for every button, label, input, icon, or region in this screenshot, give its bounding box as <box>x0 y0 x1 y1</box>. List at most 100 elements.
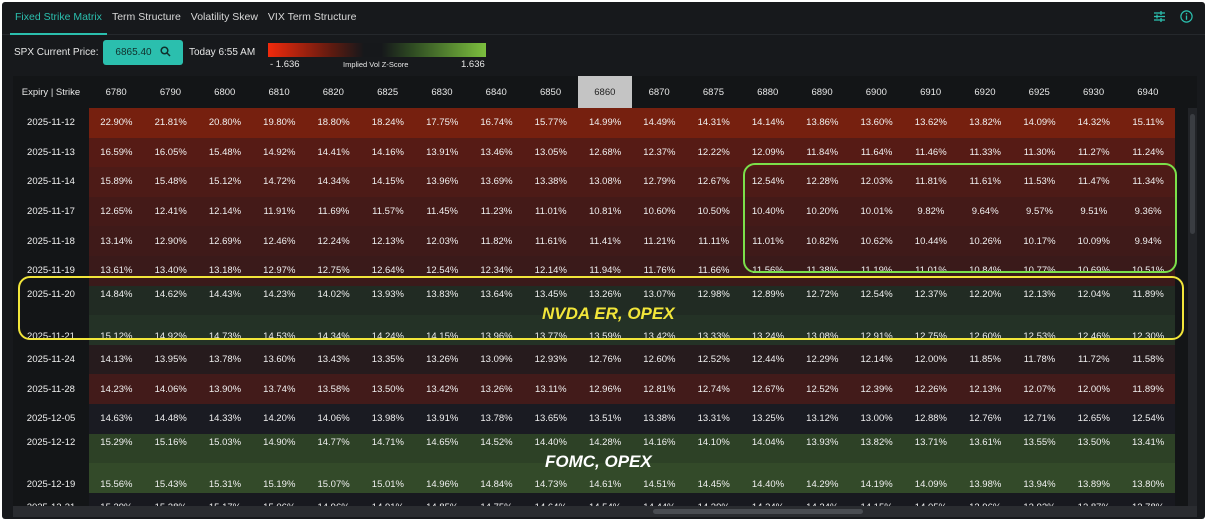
iv-cell[interactable]: 20.80% <box>197 108 253 138</box>
iv-cell[interactable]: 12.72% <box>794 285 850 316</box>
strike-header[interactable]: 6860 <box>577 76 632 108</box>
iv-cell[interactable]: 11.94% <box>577 256 633 286</box>
iv-cell[interactable]: 14.73% <box>523 463 579 493</box>
iv-cell[interactable]: 11.69% <box>306 196 361 227</box>
iv-cell[interactable]: 13.40% <box>143 256 199 286</box>
iv-cell[interactable]: 11.64% <box>849 137 904 168</box>
iv-cell[interactable]: 12.75% <box>903 315 959 345</box>
iv-cell[interactable]: 12.54% <box>849 285 904 316</box>
iv-cell[interactable]: 15.48% <box>197 137 253 168</box>
iv-cell[interactable]: 13.83% <box>414 285 470 316</box>
iv-cell[interactable]: 14.43% <box>197 285 253 316</box>
iv-cell[interactable]: 13.09% <box>469 344 524 375</box>
iv-cell[interactable]: 14.15% <box>414 315 470 345</box>
iv-cell[interactable]: 10.40% <box>740 196 796 227</box>
info-circle-icon[interactable] <box>1180 10 1193 26</box>
iv-cell[interactable]: 15.31% <box>197 463 253 493</box>
iv-cell[interactable]: 13.80% <box>1120 463 1176 493</box>
iv-cell[interactable]: 12.09% <box>740 137 796 168</box>
strike-header[interactable]: 6800 <box>214 86 236 98</box>
iv-cell[interactable]: 13.41% <box>1120 433 1176 464</box>
iv-cell[interactable]: 10.44% <box>903 226 959 256</box>
iv-cell[interactable]: 14.92% <box>143 315 199 345</box>
iv-cell[interactable]: 12.52% <box>686 344 742 375</box>
iv-cell[interactable]: 14.16% <box>360 137 416 168</box>
iv-cell[interactable]: 13.86% <box>794 108 850 138</box>
iv-cell[interactable]: 13.61% <box>89 256 144 286</box>
iv-cell[interactable]: 14.15% <box>360 167 416 197</box>
iv-cell[interactable]: 11.19% <box>849 256 904 286</box>
iv-cell[interactable]: 12.00% <box>1066 374 1122 404</box>
iv-cell[interactable]: 11.01% <box>903 256 959 286</box>
iv-cell[interactable]: 12.54% <box>414 256 470 286</box>
iv-cell[interactable]: 13.18% <box>197 256 253 286</box>
iv-cell[interactable]: 12.76% <box>577 344 633 375</box>
iv-cell[interactable]: 12.46% <box>1066 315 1122 345</box>
strike-header[interactable]: 6900 <box>865 86 887 98</box>
iv-cell[interactable]: 13.26% <box>469 374 524 404</box>
iv-cell[interactable]: 15.43% <box>143 463 199 493</box>
iv-cell[interactable]: 12.96% <box>577 374 633 404</box>
iv-cell[interactable]: 12.69% <box>197 226 253 256</box>
iv-cell[interactable]: 14.92% <box>251 137 307 168</box>
strike-header[interactable]: 6940 <box>1137 86 1159 98</box>
iv-cell[interactable]: 14.06% <box>306 404 361 434</box>
iv-cell[interactable]: 12.53% <box>1012 315 1067 345</box>
iv-cell[interactable]: 14.65% <box>414 433 470 464</box>
iv-cell[interactable]: 10.60% <box>632 196 687 227</box>
iv-cell[interactable]: 11.81% <box>903 167 959 197</box>
iv-cell[interactable]: 14.19% <box>849 463 904 493</box>
price-search-button[interactable]: 6865.40 <box>103 40 183 65</box>
iv-cell[interactable]: 12.37% <box>903 285 959 316</box>
iv-cell[interactable]: 12.97% <box>251 256 307 286</box>
iv-cell[interactable]: 13.46% <box>469 137 524 168</box>
iv-cell[interactable]: 14.31% <box>686 108 742 138</box>
iv-cell[interactable]: 13.96% <box>414 167 470 197</box>
iv-cell[interactable]: 10.01% <box>849 196 904 227</box>
iv-cell[interactable]: 12.91% <box>849 315 904 345</box>
iv-cell[interactable]: 13.98% <box>360 404 416 434</box>
iv-cell[interactable]: 15.77% <box>523 108 579 138</box>
iv-cell[interactable]: 12.20% <box>957 285 1013 316</box>
iv-cell[interactable]: 13.89% <box>1066 463 1122 493</box>
iv-cell[interactable]: 12.22% <box>686 137 742 168</box>
strike-header[interactable]: 6880 <box>757 86 779 98</box>
iv-cell[interactable]: 11.57% <box>360 196 416 227</box>
iv-cell[interactable]: 13.78% <box>469 404 524 434</box>
strike-header[interactable]: 6930 <box>1082 86 1105 98</box>
strike-header[interactable]: 6870 <box>648 86 670 98</box>
iv-cell[interactable]: 11.89% <box>1120 285 1176 316</box>
iv-cell[interactable]: 14.73% <box>197 315 253 345</box>
iv-cell[interactable]: 12.13% <box>360 226 416 256</box>
iv-cell[interactable]: 14.41% <box>306 137 361 168</box>
iv-cell[interactable]: 14.02% <box>306 285 361 316</box>
iv-cell[interactable]: 11.30% <box>1012 137 1067 168</box>
sliders-icon[interactable] <box>1153 10 1166 26</box>
iv-cell[interactable]: 11.11% <box>686 226 742 256</box>
iv-cell[interactable]: 13.31% <box>686 404 742 434</box>
tab-volatility-skew[interactable]: Volatility Skew <box>190 11 258 23</box>
iv-cell[interactable]: 13.69% <box>469 167 524 197</box>
iv-cell[interactable]: 11.66% <box>686 256 742 286</box>
iv-cell[interactable]: 11.21% <box>632 226 687 256</box>
iv-cell[interactable]: 10.17% <box>1012 226 1067 256</box>
iv-cell[interactable]: 15.89% <box>89 167 144 197</box>
iv-cell[interactable]: 12.65% <box>1066 404 1122 434</box>
tab-fixed-strike-matrix[interactable]: Fixed Strike Matrix <box>10 2 107 35</box>
iv-cell[interactable]: 12.71% <box>1012 404 1067 434</box>
iv-cell[interactable]: 9.82% <box>903 196 959 227</box>
iv-cell[interactable]: 14.29% <box>794 463 850 493</box>
iv-cell[interactable]: 15.48% <box>143 167 199 197</box>
iv-cell[interactable]: 12.13% <box>1012 285 1067 316</box>
iv-cell[interactable]: 14.23% <box>89 374 144 404</box>
iv-cell[interactable]: 12.90% <box>143 226 199 256</box>
iv-cell[interactable]: 9.64% <box>957 196 1013 227</box>
iv-cell[interactable]: 11.34% <box>1120 167 1176 197</box>
iv-cell[interactable]: 21.81% <box>143 108 199 138</box>
iv-cell[interactable]: 12.03% <box>414 226 470 256</box>
iv-cell[interactable]: 12.54% <box>740 167 796 197</box>
iv-cell[interactable]: 14.06% <box>143 374 199 404</box>
strike-header[interactable]: 6810 <box>268 86 290 98</box>
iv-cell[interactable]: 13.12% <box>794 404 850 434</box>
iv-cell[interactable]: 10.26% <box>957 226 1013 256</box>
